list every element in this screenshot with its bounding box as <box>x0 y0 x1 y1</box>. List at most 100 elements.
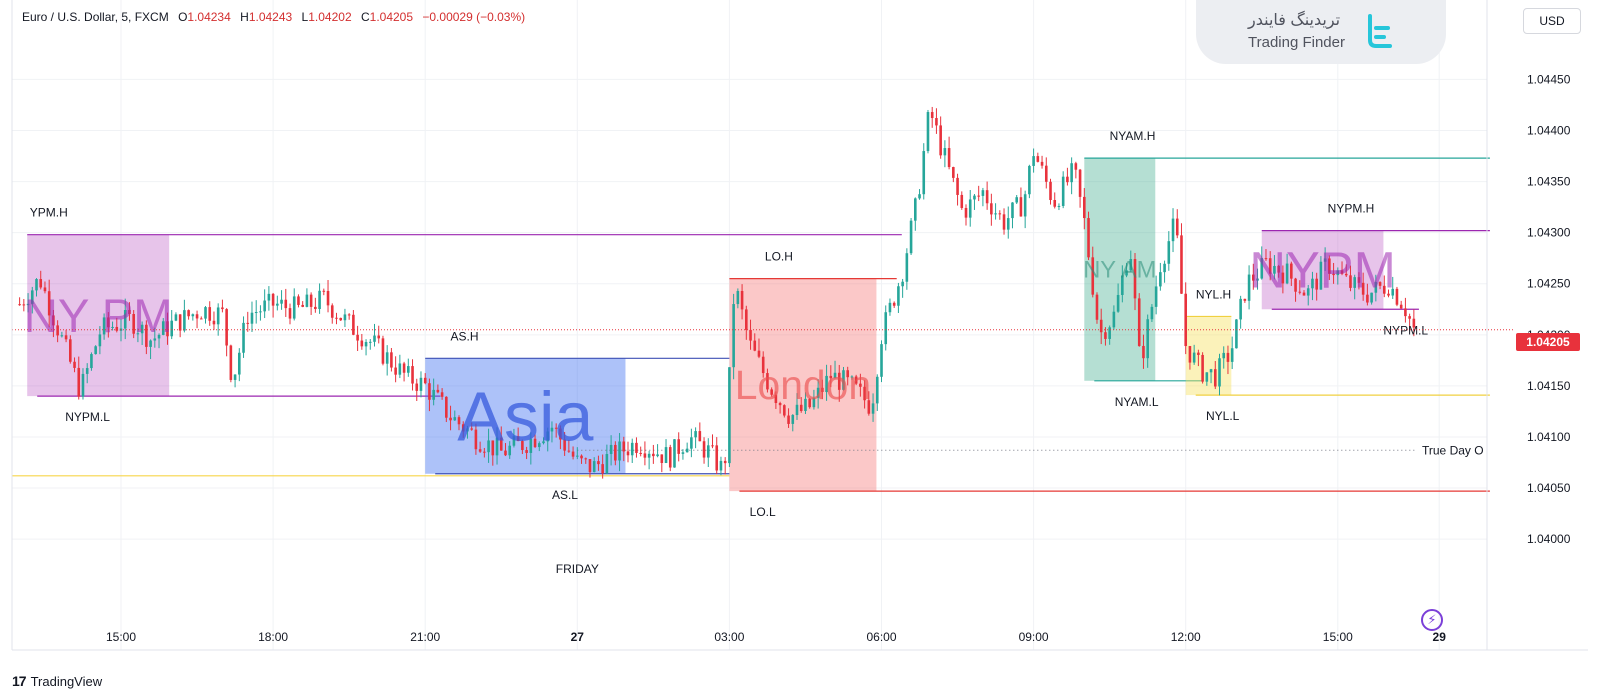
candle-body <box>1252 274 1255 281</box>
candle-body <box>1294 278 1297 292</box>
candle-body <box>1002 214 1006 230</box>
candle-body <box>440 392 444 397</box>
candle-body <box>783 405 786 416</box>
tradingview-logo-icon: 17 <box>12 673 27 689</box>
candle-body <box>943 148 947 156</box>
session-high-label: LO.H <box>765 250 793 264</box>
candle-body <box>1311 278 1314 289</box>
candle-body <box>56 325 59 336</box>
candle-body <box>914 198 917 221</box>
candle-body <box>1226 352 1230 362</box>
candle-body <box>981 190 985 196</box>
price-tick-label: 1.04350 <box>1527 175 1571 189</box>
time-tick-label: 18:00 <box>258 630 288 644</box>
open-label: O <box>178 10 188 24</box>
candle-body <box>305 294 309 307</box>
candle-body <box>1125 270 1128 276</box>
candle-body <box>415 383 419 391</box>
candle-body <box>728 367 731 464</box>
change-value: −0.00029 (−0.03%) <box>422 10 526 24</box>
candle-body <box>537 443 541 448</box>
candle-body <box>745 309 748 330</box>
tradingview-logo[interactable]: 17 TradingView <box>12 673 102 689</box>
candle-body <box>977 195 980 197</box>
candle-body <box>880 344 883 377</box>
candle-body <box>398 363 402 375</box>
candle-body <box>377 335 381 339</box>
time-tick-label: 27 <box>571 630 585 644</box>
candle-body <box>576 455 579 457</box>
candle-body <box>732 304 735 368</box>
candle-body <box>145 324 148 347</box>
candle-body <box>470 428 473 430</box>
candle-body <box>952 167 955 178</box>
session-low-label: NYPM.L <box>65 410 110 424</box>
candle-body <box>842 370 845 390</box>
candle-body <box>909 220 913 254</box>
candle-body <box>483 451 486 453</box>
candle-body <box>1023 194 1027 217</box>
candle-body <box>242 322 245 353</box>
candle-body <box>1171 218 1175 242</box>
currency-button[interactable]: USD <box>1523 8 1581 34</box>
candle-body <box>580 455 583 459</box>
candle-body <box>1366 294 1369 303</box>
candle-body <box>47 291 51 316</box>
candle-body <box>660 454 664 463</box>
candle-body <box>723 460 727 464</box>
candle-body <box>1273 265 1276 274</box>
candle-body <box>233 374 237 380</box>
candle-body <box>1099 319 1103 333</box>
candle-body <box>757 350 761 357</box>
candle-body <box>229 345 233 380</box>
candle-body <box>964 207 968 218</box>
annotations: NY PM YPM.H NYPM.L Asia AS.H AS.L London LO.H LO… <box>12 129 1515 576</box>
candle-body <box>187 310 190 317</box>
candle-body <box>1332 273 1335 276</box>
candle-body <box>22 304 26 306</box>
lightning-icon[interactable]: ⚡ <box>1421 609 1443 631</box>
candle-body <box>1163 263 1166 273</box>
candle-body <box>166 321 169 337</box>
candle-body <box>652 453 655 457</box>
candle-body <box>521 441 524 451</box>
candle-body <box>867 400 871 414</box>
price-tick-label: 1.04400 <box>1527 124 1571 138</box>
session-name-label: London <box>735 362 871 408</box>
candle-body <box>1357 277 1361 283</box>
candle-body <box>1382 285 1386 294</box>
candle-body <box>170 320 174 337</box>
candle-body <box>935 118 938 126</box>
candle-body <box>774 394 778 403</box>
candle-body <box>618 441 621 461</box>
candle-body <box>499 437 503 451</box>
candle-body <box>343 314 347 321</box>
candle-body <box>183 310 186 331</box>
candle-body <box>94 346 97 355</box>
candle-body <box>1036 156 1040 162</box>
time-tick-label: 03:00 <box>714 630 744 644</box>
open-value: 1.04234 <box>187 10 231 24</box>
candle-body <box>1281 272 1285 284</box>
candle-body <box>132 314 135 334</box>
candle-body <box>567 450 571 452</box>
candle-body <box>664 447 668 463</box>
session-low-label: NYAM.L <box>1115 395 1159 409</box>
candle-body <box>1256 278 1259 281</box>
high-label: H <box>240 10 249 24</box>
symbol-legend[interactable]: Euro / U.S. Dollar, 5, FXCM O1.04234 H1.… <box>22 10 525 24</box>
candle-body <box>149 340 152 347</box>
candle-body <box>478 449 482 452</box>
candle-body <box>681 452 685 454</box>
candle-body <box>812 397 816 408</box>
candle-body <box>1028 165 1031 195</box>
candle-body <box>1395 288 1399 305</box>
candle-body <box>60 335 64 337</box>
candle-body <box>77 367 81 397</box>
candle-body <box>368 341 372 343</box>
candle-body <box>516 436 520 442</box>
candle-body <box>787 415 790 424</box>
candle-body <box>1290 263 1293 279</box>
candle-body <box>656 454 659 457</box>
